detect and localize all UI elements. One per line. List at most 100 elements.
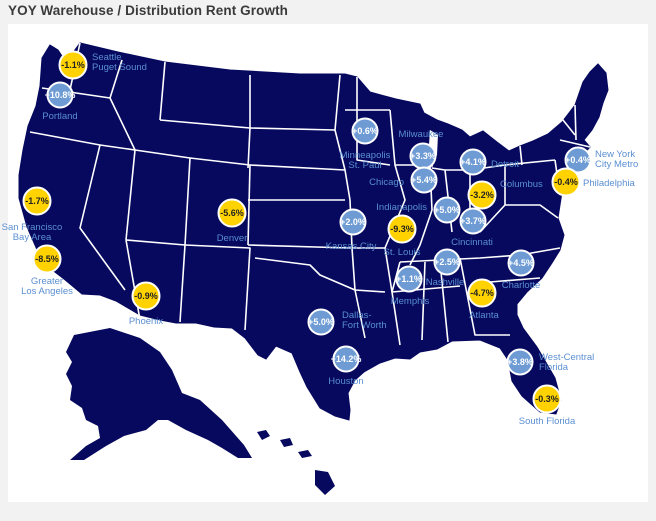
market-label: Los Angeles [21,286,73,297]
rent-growth-value: +0.6% [352,126,378,136]
rent-growth-value: +1.1% [396,274,422,284]
market-label: Greater [31,276,63,287]
market-label: Milwaukee [399,129,444,140]
market-detroit: +4.1% Detroit [459,148,519,176]
market-label: Indianapolis [376,202,427,213]
hawaii-island-1 [257,430,270,440]
rent-growth-bubble [217,198,247,228]
rent-growth-value: +2.5% [434,257,460,267]
rent-growth-bubble [387,214,417,244]
rent-growth-value: +5.0% [434,205,460,215]
rent-growth-bubble [32,244,62,274]
rent-growth-value: -0.9% [134,291,158,301]
rent-growth-value: +5.4% [411,175,437,185]
rent-growth-value: -5.6% [220,208,244,218]
rent-growth-value: +5.0% [308,317,334,327]
rent-growth-value: +3.8% [507,357,533,367]
rent-growth-value: -1.1% [61,60,85,70]
market-label: Houston [328,376,363,387]
rent-growth-value: +3.3% [410,151,436,161]
rent-growth-value: +4.1% [460,157,486,167]
rent-growth-value: +4.5% [508,258,534,268]
market-label: Columbus [500,179,543,190]
rent-growth-bubble [131,281,161,311]
rent-growth-value: +2.0% [340,217,366,227]
rent-growth-bubble [332,345,360,373]
rent-growth-bubble [459,207,487,235]
market-label: Minneapolis [340,150,391,161]
market-label: Detroit [491,159,519,170]
rent-growth-value: +3.7% [460,216,486,226]
rent-growth-value: -8.5% [35,254,59,264]
market-label: Dallas- [342,310,372,321]
market-label: Seattle [92,52,122,63]
rent-growth-bubble [459,148,487,176]
market-portland: +10.8% Portland [42,81,78,122]
rent-growth-value: -0.4% [554,177,578,187]
market-stlouis: -9.3% St. Louis [384,214,421,258]
rent-growth-value: -3.2% [470,190,494,200]
rent-growth-bubble [433,196,461,224]
market-label: Bay Area [13,232,52,243]
rent-growth-bubble [339,208,367,236]
rent-growth-bubble [564,146,592,174]
rent-growth-value: -9.3% [390,224,414,234]
market-kc: +2.0% Kansas City [326,208,377,252]
rent-growth-bubble [467,180,497,210]
market-label: St. Paul [348,160,381,171]
market-indianapolis: +5.0% Indianapolis [376,196,461,224]
rent-growth-bubble [351,117,379,145]
market-label: Cincinnati [451,237,493,248]
market-label: Atlanta [469,310,499,321]
market-label: Puget Sound [92,62,147,73]
rent-growth-bubble [433,248,461,276]
market-label: Denver [217,233,248,244]
rent-growth-value: +14.2% [331,354,362,364]
rent-growth-value: +10.8% [45,90,76,100]
market-charlotte: +4.5% Charlotte [502,249,541,291]
market-cincinnati: +3.7% Cincinnati [451,207,493,248]
market-atlanta: -4.7% Atlanta [467,278,500,321]
us-landmass [18,42,609,495]
alaska-shape [66,328,252,460]
market-dallas: +5.0% Dallas-Fort Worth [307,308,387,336]
market-label: South Florida [519,416,576,427]
rent-growth-bubble [507,249,535,277]
market-philadelphia: -0.4% Philadelphia [551,167,635,197]
market-label: Memphis [391,296,430,307]
hawaii-island-big [315,470,335,495]
market-memphis: +1.1% Memphis [391,265,430,307]
rent-growth-bubble [506,348,534,376]
market-label: Philadelphia [583,178,635,189]
market-milwaukee: +3.3% Milwaukee [399,129,444,170]
market-houston: +14.2% Houston [328,345,364,387]
rent-growth-bubble [58,50,88,80]
market-phoenix: -0.9% Phoenix [129,281,163,327]
rent-growth-bubble [46,81,74,109]
contiguous-us-shape [18,42,609,421]
rent-growth-bubble [532,384,562,414]
rent-growth-bubble [410,166,438,194]
rent-growth-value: +0.4% [565,155,591,165]
market-label: City Metro [595,159,638,170]
rent-growth-bubble [395,265,423,293]
rent-growth-value: -4.7% [470,288,494,298]
market-label: Fort Worth [342,320,387,331]
market-southfl: -0.3% South Florida [519,384,576,427]
market-label: Chicago [369,177,404,188]
market-label: Charlotte [502,280,541,291]
market-nashville: +2.5% Nashville [426,248,465,288]
market-label: St. Louis [384,247,421,258]
market-label: Nashville [426,277,465,288]
rent-growth-bubble [551,167,581,197]
market-label: Kansas City [326,241,377,252]
market-denver: -5.6% Denver [217,198,248,244]
